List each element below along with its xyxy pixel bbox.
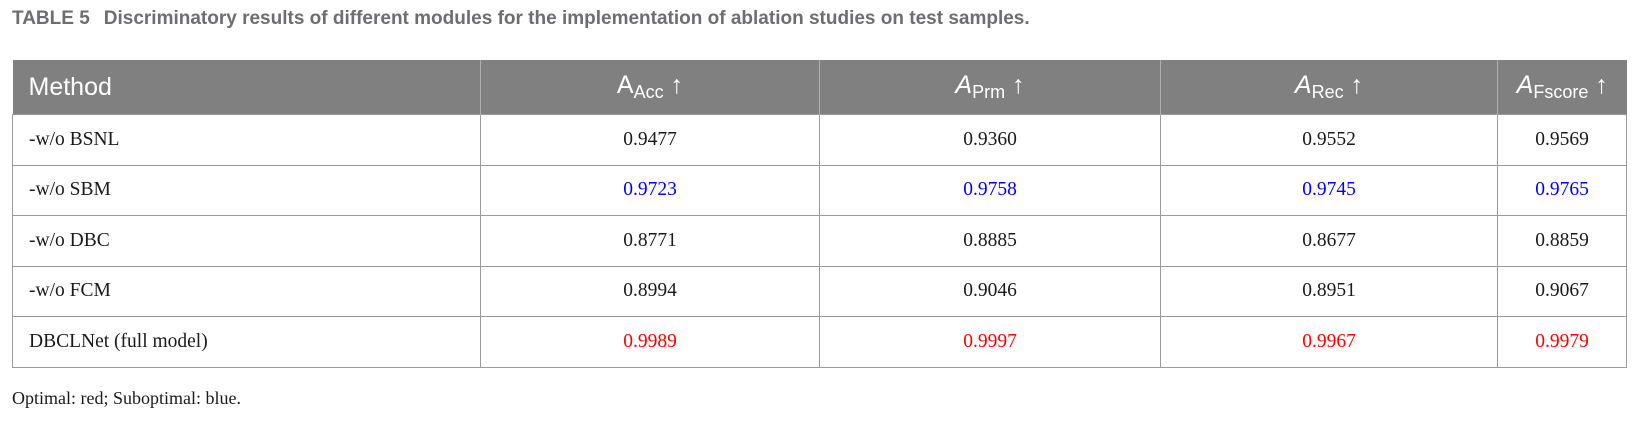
header-main: A — [955, 71, 973, 99]
header-cell: APrm ↑ — [819, 60, 1161, 115]
footnote: Optimal: red; Suboptimal: blue. — [12, 388, 241, 408]
header-sub: Fscore — [1533, 82, 1589, 102]
method-cell: DBCLNet (full model) — [12, 316, 481, 368]
caption-label: TABLE 5 — [12, 8, 90, 29]
table-row: -w/o SBM 0.9723 0.9758 0.9745 0.9765 — [12, 164, 1627, 216]
method-cell: -w/o BSNL — [12, 114, 481, 166]
caption-title: Discriminatory results of different modu… — [103, 8, 1030, 29]
header-arrow: ↑ — [1012, 71, 1025, 99]
value-cell: 0.9967 — [1160, 316, 1498, 368]
header-sub: Acc — [633, 82, 664, 102]
caption: TABLE 5 Discriminatory results of differe… — [12, 8, 1030, 30]
header-main: Method — [28, 72, 112, 101]
table-row: -w/o DBC 0.8771 0.8885 0.8677 0.8859 — [12, 215, 1627, 267]
method-cell: -w/o FCM — [12, 265, 481, 317]
value-cell: 0.8859 — [1497, 215, 1627, 267]
value-cell: 0.9360 — [819, 114, 1161, 166]
value-cell: 0.9046 — [819, 265, 1161, 317]
value-cell: 0.9979 — [1497, 316, 1627, 368]
header-arrow: ↑ — [670, 71, 684, 99]
value-cell: 0.9765 — [1497, 164, 1627, 216]
header-sub: Rec — [1311, 82, 1344, 102]
value-cell: 0.8677 — [1160, 215, 1498, 267]
header-main: A — [1516, 71, 1534, 99]
header-arrow: ↑ — [1595, 71, 1608, 99]
table-body: -w/o BSNL 0.9477 0.9360 0.9552 0.9569 -w/o SB… — [12, 114, 1627, 368]
method-cell: -w/o SBM — [12, 164, 481, 216]
header-main: A — [1294, 71, 1312, 99]
header-cell: AAcc ↑ — [480, 60, 820, 115]
value-cell: 0.9569 — [1497, 114, 1627, 166]
value-cell: 0.9758 — [819, 164, 1161, 216]
value-cell: 0.8771 — [480, 215, 820, 267]
value-cell: 0.9723 — [480, 164, 820, 216]
value-cell: 0.9989 — [480, 316, 820, 368]
value-cell: 0.8951 — [1160, 265, 1498, 317]
value-cell: 0.9552 — [1160, 114, 1498, 166]
header-cell: AFscore ↑ — [1497, 60, 1627, 115]
value-cell: 0.9477 — [480, 114, 820, 166]
table-row: -w/o FCM 0.8994 0.9046 0.8951 0.9067 — [12, 265, 1627, 317]
value-cell: 0.9745 — [1160, 164, 1498, 216]
value-cell: 0.9067 — [1497, 265, 1627, 317]
value-cell: 0.8994 — [480, 265, 820, 317]
value-cell: 0.8885 — [819, 215, 1161, 267]
header-cell: ARec ↑ — [1160, 60, 1498, 115]
value-cell: 0.9997 — [819, 316, 1161, 368]
table-row: -w/o BSNL 0.9477 0.9360 0.9552 0.9569 — [12, 114, 1627, 166]
header-main: A — [616, 71, 634, 99]
table: Method AAcc ↑ APrm ↑ ARec ↑ AFscore ↑ -w/o B… — [12, 60, 1627, 368]
table-row: DBCLNet (full model) 0.9989 0.9997 0.9967 0.… — [12, 316, 1627, 368]
header-sub: Prm — [972, 82, 1006, 102]
header-arrow: ↑ — [1350, 71, 1364, 99]
method-cell: -w/o DBC — [12, 215, 481, 267]
header-row: Method AAcc ↑ APrm ↑ ARec ↑ AFscore ↑ — [12, 60, 1627, 115]
header-cell: Method — [12, 60, 481, 115]
